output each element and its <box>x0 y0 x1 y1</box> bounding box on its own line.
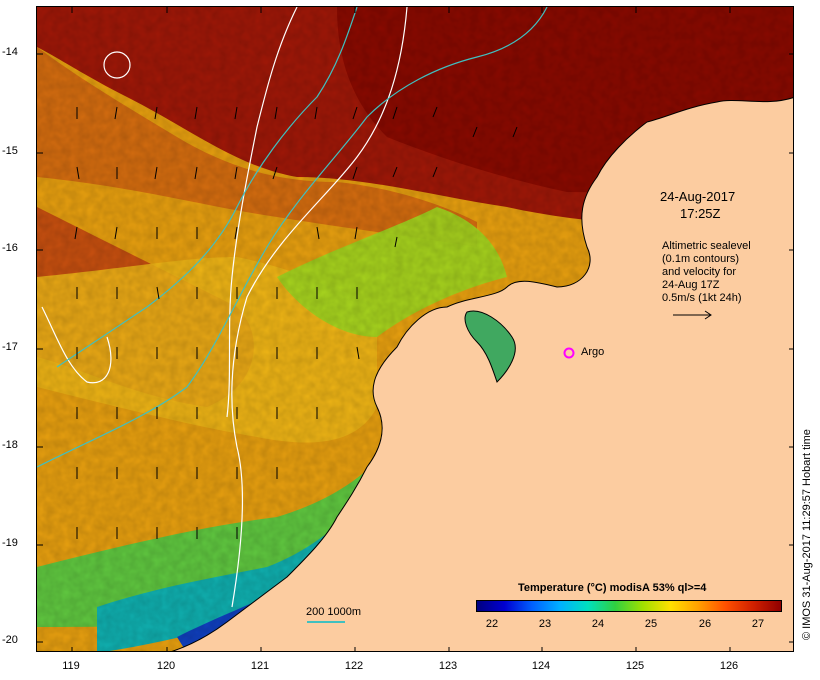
bathymetry-contour-1000m <box>56 7 358 368</box>
argo-label[interactable]: Argo <box>581 346 605 358</box>
velocity-scale-arrow <box>673 310 712 320</box>
observation-time: 17:25Z <box>680 206 721 221</box>
legend-colorbar <box>476 600 782 612</box>
king-sound-inlet <box>464 310 516 383</box>
lon-label: 126 <box>719 660 739 672</box>
lat-label: -19 <box>2 537 18 549</box>
lat-label: -15 <box>2 145 18 157</box>
legend-tick: 23 <box>538 618 552 630</box>
lat-label: -14 <box>2 46 18 58</box>
lat-label: -16 <box>2 242 18 254</box>
sealevel-info-line: (0.1m contours) <box>662 253 740 265</box>
sst-map[interactable] <box>36 6 794 652</box>
legend-tick: 22 <box>485 618 499 630</box>
sealevel-info-line: Altimetric sealevel <box>662 240 751 252</box>
legend-tick: 27 <box>751 618 765 630</box>
sealevel-contour <box>226 7 298 418</box>
sealevel-contour <box>231 7 408 608</box>
sealevel-info-line: 24-Aug 17Z <box>662 279 720 291</box>
sealevel-contour-eddy <box>103 51 131 79</box>
sealevel-info-line: and velocity for <box>662 266 736 278</box>
argo-marker[interactable] <box>563 347 575 359</box>
lat-label: -17 <box>2 341 18 353</box>
sealevel-contour <box>41 306 112 384</box>
lon-label: 119 <box>62 660 80 672</box>
land-mass <box>173 97 793 651</box>
legend-title: Temperature (°C) modisA 53% ql>=4 <box>518 582 707 594</box>
lat-label: -20 <box>2 634 18 646</box>
bathymetry-contour-200m <box>37 7 548 468</box>
lon-label: 124 <box>531 660 551 672</box>
legend-tick: 25 <box>644 618 658 630</box>
observation-date: 24-Aug-2017 <box>660 189 736 204</box>
sst-map-graphic <box>37 7 793 651</box>
sealevel-info: Altimetric sealevel (0.1m contours) and … <box>662 240 751 305</box>
velocity-arrows <box>74 106 518 539</box>
lon-label: 123 <box>438 660 458 672</box>
lon-label: 125 <box>625 660 645 672</box>
temperature-legend: Temperature (°C) modisA 53% ql>=4 22 23 … <box>474 582 784 634</box>
coastline <box>171 97 793 651</box>
axis-ticks <box>37 7 793 651</box>
lon-label: 122 <box>344 660 364 672</box>
lon-label: 121 <box>250 660 270 672</box>
legend-tick: 24 <box>591 618 605 630</box>
credit-text: © IMOS 31-Aug-2017 11:29:57 Hobart time <box>801 429 813 640</box>
legend-tick: 26 <box>698 618 712 630</box>
bathymetry-scale-label: 200 1000m <box>306 606 362 618</box>
sealevel-info-line: 0.5m/s (1kt 24h) <box>662 292 742 304</box>
lat-label: -18 <box>2 439 18 451</box>
lon-label: 120 <box>156 660 176 672</box>
